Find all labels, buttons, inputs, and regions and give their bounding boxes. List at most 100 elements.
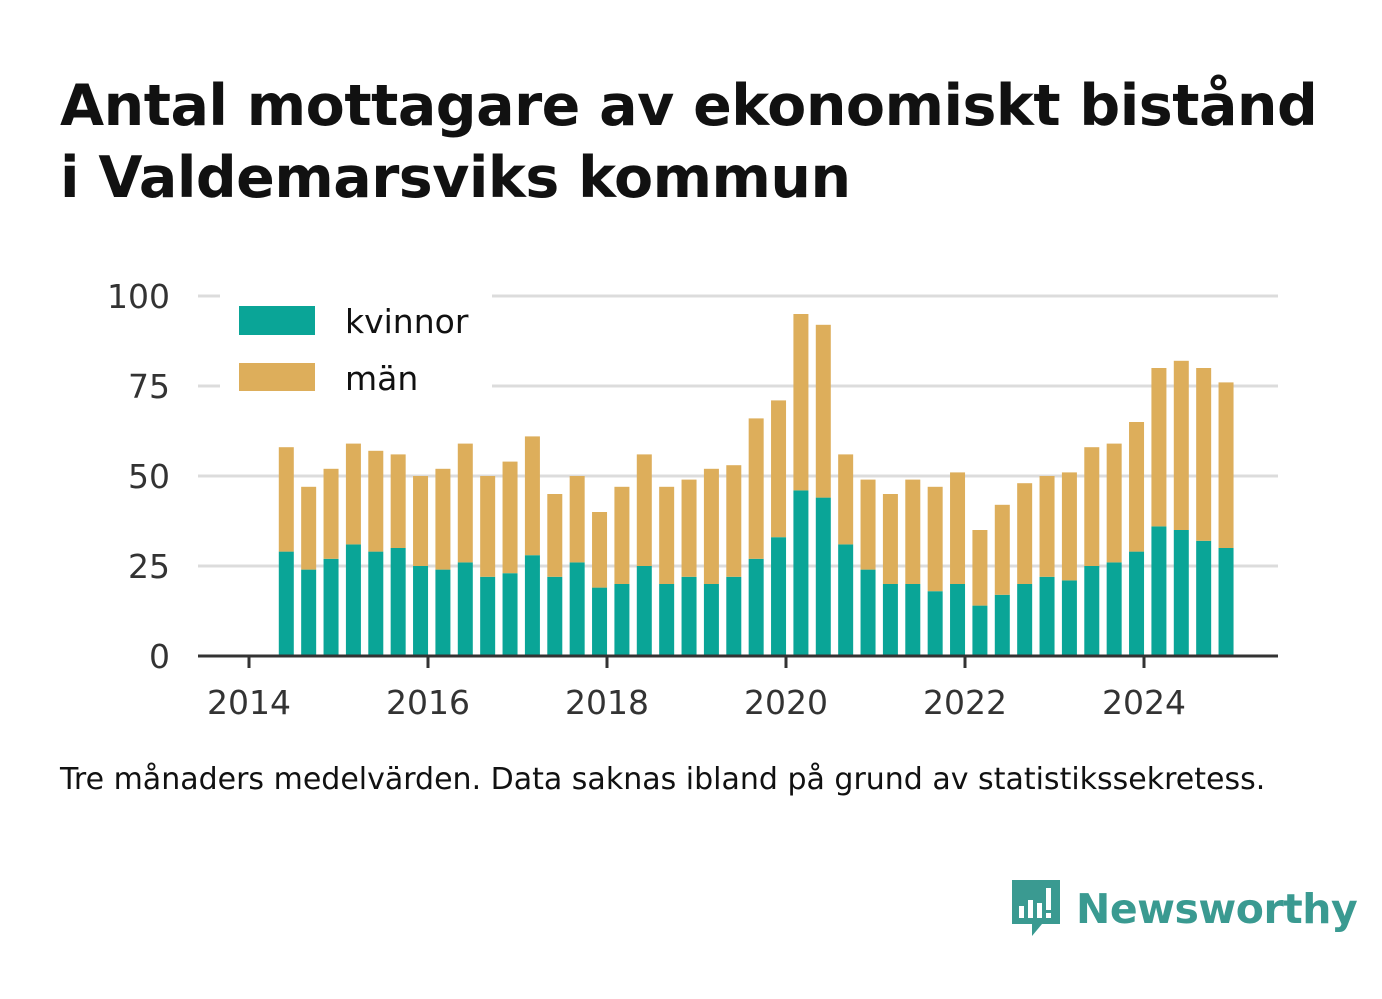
- bar-kvinnor-2018-12: [681, 576, 697, 656]
- bar-kvinnor-2023-03: [1061, 580, 1077, 656]
- bar-kvinnor-2019-12: [771, 537, 787, 656]
- bar-kvinnor-2024-09: [1196, 540, 1212, 656]
- brand-name: Newsworthy: [1076, 885, 1358, 933]
- bar-kvinnor-2014-09: [301, 569, 317, 656]
- y-tick-label-75: 75: [128, 367, 170, 406]
- bar-kvinnor-2019-06: [726, 576, 742, 656]
- bar-kvinnor-2020-06: [815, 497, 831, 656]
- bar-kvinnor-2015-09: [390, 548, 406, 656]
- bar-man-2017-06: [547, 494, 563, 577]
- bar-man-2018-09: [659, 486, 675, 584]
- legend-label-kvinnor: kvinnor: [345, 302, 469, 341]
- bar-man-2022-03: [972, 530, 988, 606]
- bar-kvinnor-2019-09: [748, 558, 764, 656]
- bar-man-2024-09: [1196, 368, 1212, 541]
- bars: [278, 314, 1234, 656]
- bar-kvinnor-2018-06: [636, 566, 652, 656]
- bar-man-2014-12: [323, 468, 339, 559]
- legend: kvinnor män: [220, 291, 492, 398]
- bar-kvinnor-2020-03: [793, 490, 809, 656]
- bar-man-2015-06: [368, 450, 384, 552]
- bar-man-2019-06: [726, 465, 742, 577]
- bar-kvinnor-2017-12: [592, 587, 608, 656]
- bar-man-2019-03: [703, 468, 719, 584]
- bar-kvinnor-2021-12: [950, 584, 966, 656]
- bar-kvinnor-2017-06: [547, 576, 563, 656]
- bar-man-2021-12: [950, 472, 966, 584]
- bar-man-2018-06: [636, 454, 652, 566]
- bar-man-2024-06: [1173, 360, 1189, 530]
- bar-kvinnor-2024-12: [1218, 548, 1234, 656]
- bar-man-2016-03: [435, 468, 451, 570]
- bar-kvinnor-2015-03: [345, 544, 361, 656]
- bar-kvinnor-2023-09: [1106, 562, 1122, 656]
- bar-man-2024-03: [1151, 368, 1167, 527]
- y-tick-label-100: 100: [107, 277, 170, 316]
- bar-man-2022-06: [994, 504, 1010, 595]
- legend-swatch-kvinnor: [239, 306, 315, 335]
- bar-kvinnor-2024-06: [1173, 530, 1189, 656]
- bar-kvinnor-2015-12: [413, 566, 429, 656]
- bar-kvinnor-2022-12: [1039, 576, 1055, 656]
- x-tick-label-2022: 2022: [923, 683, 1007, 722]
- bar-man-2019-12: [771, 400, 787, 538]
- x-tick-label-2020: 2020: [744, 683, 828, 722]
- bar-kvinnor-2016-03: [435, 569, 451, 656]
- bar-man-2022-12: [1039, 476, 1055, 577]
- bar-man-2021-09: [927, 486, 943, 592]
- bar-man-2019-09: [748, 418, 764, 559]
- bar-kvinnor-2020-09: [838, 544, 854, 656]
- bar-kvinnor-2021-06: [905, 584, 921, 656]
- y-tick-label-0: 0: [149, 637, 170, 676]
- bar-man-2017-12: [592, 512, 608, 588]
- bar-kvinnor-2016-06: [457, 562, 473, 656]
- x-tick-label-2024: 2024: [1102, 683, 1186, 722]
- bar-kvinnor-2020-12: [860, 569, 876, 656]
- bar-man-2018-12: [681, 479, 697, 577]
- y-tick-label-50: 50: [128, 457, 170, 496]
- bar-man-2021-03: [882, 494, 898, 584]
- bar-man-2015-12: [413, 476, 429, 566]
- bar-kvinnor-2014-06: [278, 551, 294, 656]
- newsworthy-logo-icon: [1010, 876, 1062, 942]
- bar-man-2020-06: [815, 324, 831, 498]
- bar-man-2015-03: [345, 443, 361, 545]
- bar-man-2022-09: [1017, 483, 1033, 584]
- x-tick-label-2018: 2018: [565, 683, 649, 722]
- bar-kvinnor-2023-12: [1129, 551, 1145, 656]
- bar-kvinnor-2019-03: [703, 584, 719, 656]
- bar-man-2016-06: [457, 443, 473, 563]
- axes: 0 25 50 75 100 2014 2016 2018 2020 2022 2024: [107, 277, 1278, 722]
- brand-logo: Newsworthy: [1010, 876, 1358, 942]
- bar-man-2020-03: [793, 314, 809, 491]
- bar-kvinnor-2017-03: [524, 555, 540, 656]
- bar-man-2016-09: [480, 476, 496, 577]
- bar-kvinnor-2016-09: [480, 576, 496, 656]
- bar-kvinnor-2015-06: [368, 551, 384, 656]
- bar-man-2023-09: [1106, 443, 1122, 563]
- bar-kvinnor-2021-03: [882, 584, 898, 656]
- bar-man-2020-12: [860, 479, 876, 570]
- bar-kvinnor-2018-03: [614, 584, 630, 656]
- chart-title: Antal mottagare av ekonomiskt bistånd i …: [60, 73, 1318, 211]
- bar-man-2017-09: [569, 476, 585, 563]
- bar-kvinnor-2022-09: [1017, 584, 1033, 656]
- legend-swatch-man: [239, 363, 315, 391]
- bar-man-2018-03: [614, 486, 630, 584]
- bar-kvinnor-2021-09: [927, 591, 943, 656]
- bar-man-2017-03: [524, 436, 540, 556]
- legend-label-man: män: [345, 359, 418, 398]
- bar-kvinnor-2023-06: [1084, 566, 1100, 656]
- bar-man-2023-06: [1084, 447, 1100, 566]
- bar-man-2015-09: [390, 454, 406, 548]
- x-tick-label-2014: 2014: [207, 683, 291, 722]
- chart-caption: Tre månaders medelvärden. Data saknas ib…: [60, 762, 1266, 797]
- bar-kvinnor-2017-09: [569, 562, 585, 656]
- bar-man-2014-06: [278, 447, 294, 552]
- bar-kvinnor-2018-09: [659, 584, 675, 656]
- bar-man-2021-06: [905, 479, 921, 584]
- bar-man-2023-12: [1129, 422, 1145, 552]
- y-tick-label-25: 25: [128, 547, 170, 586]
- bar-man-2023-03: [1061, 472, 1077, 581]
